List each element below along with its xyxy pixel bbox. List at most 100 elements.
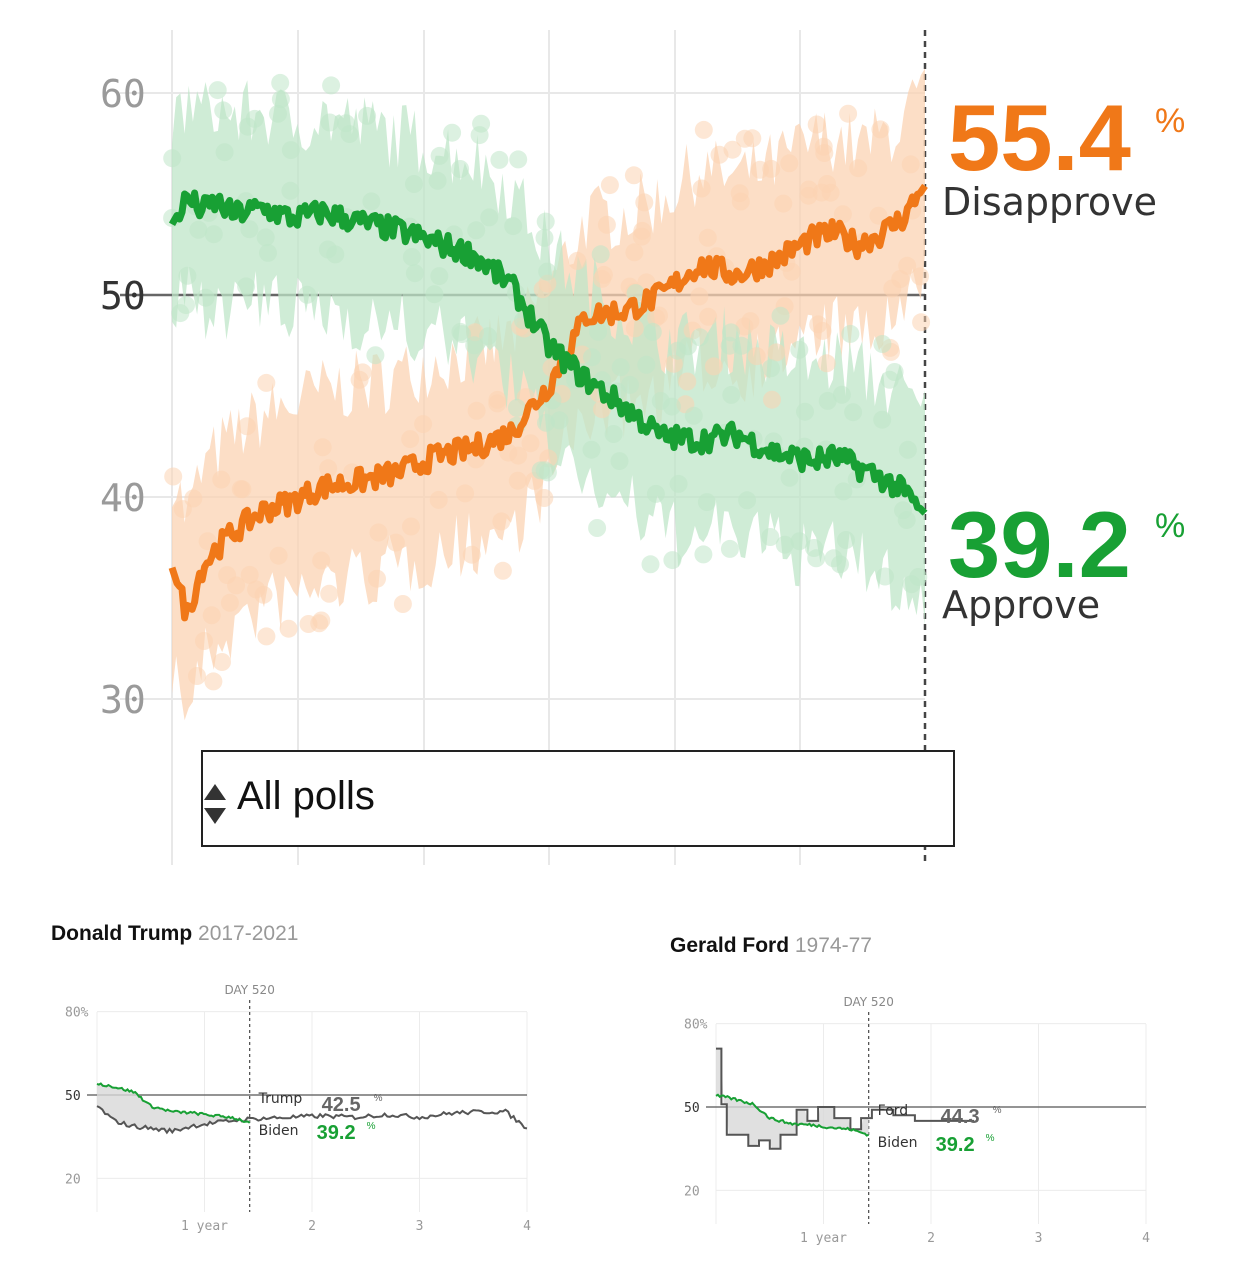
approve-poll-dot bbox=[259, 243, 277, 262]
mini-y-tick: 50 bbox=[65, 1089, 81, 1104]
y-tick-label: 40 bbox=[100, 476, 146, 520]
disapprove-poll-dot bbox=[213, 653, 231, 671]
disapprove-poll-dot bbox=[678, 372, 697, 391]
ford-name: Gerald Ford bbox=[670, 934, 790, 957]
approve-poll-dot bbox=[844, 403, 863, 422]
mini-gap-area bbox=[716, 1048, 869, 1149]
disapprove-poll-dot bbox=[369, 523, 388, 542]
approve-poll-dot bbox=[761, 528, 780, 546]
approve-poll-dot bbox=[508, 398, 526, 417]
mini-day-label: DAY 520 bbox=[843, 995, 893, 1009]
disapprove-poll-dot bbox=[871, 120, 890, 139]
approve-poll-dot bbox=[621, 375, 639, 394]
disapprove-poll-dot bbox=[188, 667, 206, 685]
mini-ford-name: Ford bbox=[878, 1103, 909, 1119]
disapprove-poll-dot bbox=[600, 176, 619, 195]
disapprove-poll-dot bbox=[891, 270, 910, 288]
mini-ford-line bbox=[716, 1047, 974, 1150]
approve-poll-dot bbox=[281, 141, 300, 160]
select-arrows-icon bbox=[204, 784, 226, 824]
disapprove-poll-dot bbox=[488, 394, 507, 413]
disapprove-poll-dot bbox=[279, 619, 298, 638]
disapprove-poll-dot bbox=[429, 490, 448, 509]
disapprove-poll-dot bbox=[694, 120, 713, 139]
approve-poll-dot bbox=[269, 104, 287, 123]
mini-biden-name: Biden bbox=[878, 1135, 918, 1151]
poll-filter-select[interactable]: All polls bbox=[201, 750, 955, 847]
approve-poll-dot bbox=[504, 217, 523, 236]
approve-poll-dot bbox=[509, 150, 528, 169]
disapprove-poll-dot bbox=[212, 470, 231, 489]
mini-biden-value: 39.2 bbox=[936, 1134, 975, 1156]
disapprove-poll-dot bbox=[535, 489, 554, 507]
mini-ford-value: 44.3 bbox=[941, 1106, 980, 1128]
approve-poll-dot bbox=[583, 348, 601, 367]
approve-poll-dot bbox=[237, 277, 256, 296]
disapprove-poll-dot bbox=[849, 159, 868, 178]
approve-poll-dot bbox=[837, 531, 855, 549]
approve-poll-dot bbox=[790, 532, 809, 551]
disapprove-poll-dot bbox=[901, 155, 920, 174]
mini-y-tick: 80% bbox=[684, 1018, 708, 1033]
approve-poll-dot bbox=[637, 355, 656, 374]
disapprove-poll-dot bbox=[237, 417, 256, 436]
mini-y-tick: 80% bbox=[65, 1006, 89, 1021]
approve-poll-dot bbox=[902, 575, 921, 594]
disapprove-poll-dot bbox=[625, 319, 644, 338]
disapprove-poll-dot bbox=[195, 632, 213, 650]
approve-poll-dot bbox=[340, 125, 359, 144]
disapprove-poll-dot bbox=[692, 179, 711, 198]
approve-poll-dot bbox=[738, 491, 757, 510]
mini-x-tick: 4 bbox=[1142, 1231, 1150, 1246]
disapprove-poll-dot bbox=[299, 615, 318, 633]
approve-poll-dot bbox=[535, 228, 554, 247]
approve-poll-dot bbox=[722, 323, 740, 342]
approve-poll-dot bbox=[807, 549, 826, 568]
disapprove-poll-dot bbox=[814, 137, 833, 156]
approve-poll-dot bbox=[238, 117, 257, 136]
approve-poll-dot bbox=[818, 391, 837, 410]
approve-poll-dot bbox=[405, 175, 423, 193]
ford-years: 1974-77 bbox=[794, 934, 872, 957]
approve-poll-dot bbox=[470, 126, 489, 145]
disapprove-poll-dot bbox=[647, 308, 666, 327]
disapprove-poll-dot bbox=[386, 533, 405, 552]
disapprove-poll-dot bbox=[751, 160, 769, 179]
disapprove-poll-dot bbox=[698, 228, 717, 247]
mini-biden-line bbox=[96, 1082, 251, 1124]
approve-poll-dot bbox=[722, 385, 741, 404]
mini-y-tick: 20 bbox=[684, 1184, 700, 1199]
disapprove-line bbox=[168, 183, 928, 622]
disapprove-poll-dot bbox=[414, 415, 433, 434]
approve-poll-dot bbox=[643, 322, 662, 341]
approve-poll-dot bbox=[694, 545, 713, 564]
mini-trump-name: Trump bbox=[258, 1091, 303, 1107]
approve-poll-dot bbox=[366, 346, 385, 365]
mini-x-tick: 3 bbox=[1035, 1231, 1043, 1246]
disapprove-poll-dot bbox=[508, 471, 527, 490]
disapprove-poll-dot bbox=[320, 584, 339, 603]
approve-poll-dot bbox=[824, 549, 843, 568]
approve-poll-dot bbox=[320, 113, 339, 132]
disapprove-poll-dot bbox=[624, 166, 643, 185]
approve-poll-dot bbox=[215, 143, 234, 162]
mini-x-tick: 4 bbox=[523, 1219, 531, 1234]
mini-y-tick: 50 bbox=[684, 1101, 700, 1116]
mini-y-tick: 20 bbox=[65, 1172, 81, 1187]
approve-poll-dot bbox=[732, 336, 751, 355]
approve-poll-dot bbox=[430, 267, 449, 286]
mini-biden-pct: % bbox=[367, 1121, 376, 1132]
disapprove-poll-dot bbox=[699, 307, 718, 326]
trump-comparison-chart: 80% 50 20 1 year 2 3 4 DAY 520 Trump 42.5 % Biden 39… bbox=[65, 983, 531, 1234]
approve-poll-dot bbox=[281, 181, 300, 200]
disapprove-poll-dot bbox=[456, 484, 475, 503]
approve-poll-dot bbox=[358, 106, 377, 125]
disapprove-poll-dot bbox=[730, 184, 749, 203]
approve-poll-dot bbox=[550, 411, 569, 430]
approve-line bbox=[168, 189, 928, 516]
disapprove-poll-dot bbox=[401, 430, 420, 449]
approve-poll-dot bbox=[490, 150, 509, 169]
disapprove-poll-dot bbox=[774, 194, 793, 213]
disapprove-poll-dot bbox=[173, 500, 192, 519]
approve-poll-dot bbox=[610, 452, 629, 471]
